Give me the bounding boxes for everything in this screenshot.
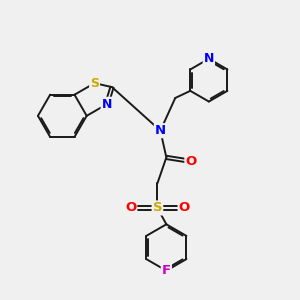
Text: N: N xyxy=(204,52,214,65)
Text: O: O xyxy=(178,202,190,214)
Text: N: N xyxy=(102,98,112,111)
Text: F: F xyxy=(162,264,171,277)
Text: O: O xyxy=(185,155,197,168)
Text: S: S xyxy=(90,76,99,90)
Text: N: N xyxy=(155,124,166,137)
Text: S: S xyxy=(153,202,162,214)
Text: O: O xyxy=(125,202,136,214)
